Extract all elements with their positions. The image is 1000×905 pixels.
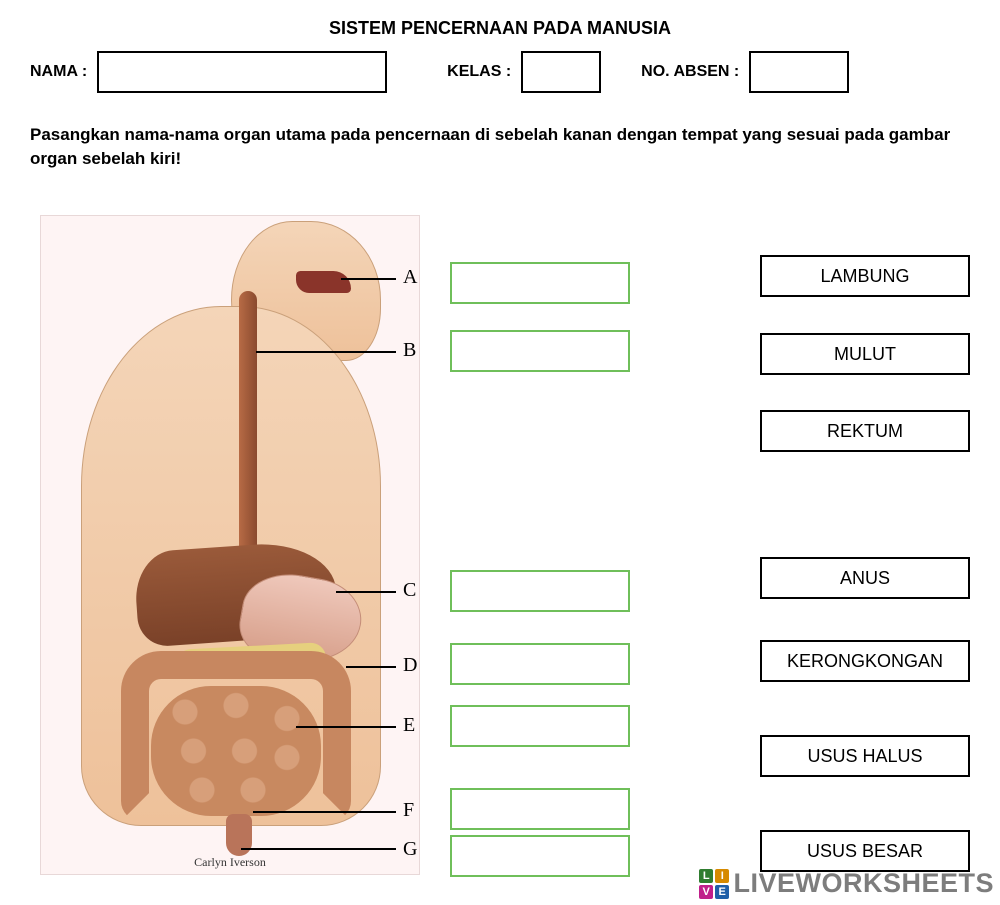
word-bank-kerongkongan[interactable]: KERONGKONGAN bbox=[760, 640, 970, 682]
leader-line-D bbox=[346, 666, 396, 668]
main-area: ABCDEFG Carlyn Iverson LAMBUNGMULUTREKTU… bbox=[40, 215, 970, 905]
leader-label-C: C bbox=[403, 579, 416, 602]
page-title: SISTEM PENCERNAAN PADA MANUSIA bbox=[0, 0, 1000, 39]
nama-label: NAMA : bbox=[30, 63, 87, 81]
answer-dropzone-A[interactable] bbox=[450, 262, 630, 304]
digestive-diagram: ABCDEFG Carlyn Iverson bbox=[40, 215, 420, 875]
leader-line-C bbox=[336, 591, 396, 593]
leader-line-B bbox=[256, 351, 396, 353]
liveworksheets-watermark: LIVE LIVEWORKSHEETS bbox=[699, 868, 994, 899]
answer-dropzone-E[interactable] bbox=[450, 705, 630, 747]
answer-dropzone-G[interactable] bbox=[450, 835, 630, 877]
organ-esophagus bbox=[239, 291, 257, 566]
leader-line-A bbox=[341, 278, 396, 280]
kelas-input[interactable] bbox=[521, 51, 601, 93]
diagram-credit: Carlyn Iverson bbox=[41, 855, 419, 870]
leader-label-E: E bbox=[403, 714, 415, 737]
absen-input[interactable] bbox=[749, 51, 849, 93]
kelas-label: KELAS : bbox=[447, 63, 511, 81]
absen-label: NO. ABSEN : bbox=[641, 63, 739, 81]
leader-line-G bbox=[241, 848, 396, 850]
leader-label-A: A bbox=[403, 266, 417, 289]
word-bank-usus-besar[interactable]: USUS BESAR bbox=[760, 830, 970, 872]
watermark-text: LIVEWORKSHEETS bbox=[733, 868, 994, 899]
leader-line-E bbox=[296, 726, 396, 728]
organ-small-intestine bbox=[151, 686, 321, 816]
header-row: NAMA : KELAS : NO. ABSEN : bbox=[0, 39, 1000, 93]
leader-line-F bbox=[253, 811, 396, 813]
answer-dropzone-C[interactable] bbox=[450, 570, 630, 612]
leader-label-D: D bbox=[403, 654, 417, 677]
nama-input[interactable] bbox=[97, 51, 387, 93]
word-bank-mulut[interactable]: MULUT bbox=[760, 333, 970, 375]
leader-label-F: F bbox=[403, 799, 414, 822]
answer-dropzone-F[interactable] bbox=[450, 788, 630, 830]
word-bank-lambung[interactable]: LAMBUNG bbox=[760, 255, 970, 297]
word-bank-anus[interactable]: ANUS bbox=[760, 557, 970, 599]
instruction-text: Pasangkan nama-nama organ utama pada pen… bbox=[0, 93, 1000, 171]
word-bank-usus-halus[interactable]: USUS HALUS bbox=[760, 735, 970, 777]
liveworksheets-badge-icon: LIVE bbox=[699, 869, 729, 899]
answer-dropzone-B[interactable] bbox=[450, 330, 630, 372]
word-bank-rektum[interactable]: REKTUM bbox=[760, 410, 970, 452]
answer-dropzone-D[interactable] bbox=[450, 643, 630, 685]
leader-label-B: B bbox=[403, 339, 416, 362]
organ-mouth bbox=[296, 271, 351, 293]
